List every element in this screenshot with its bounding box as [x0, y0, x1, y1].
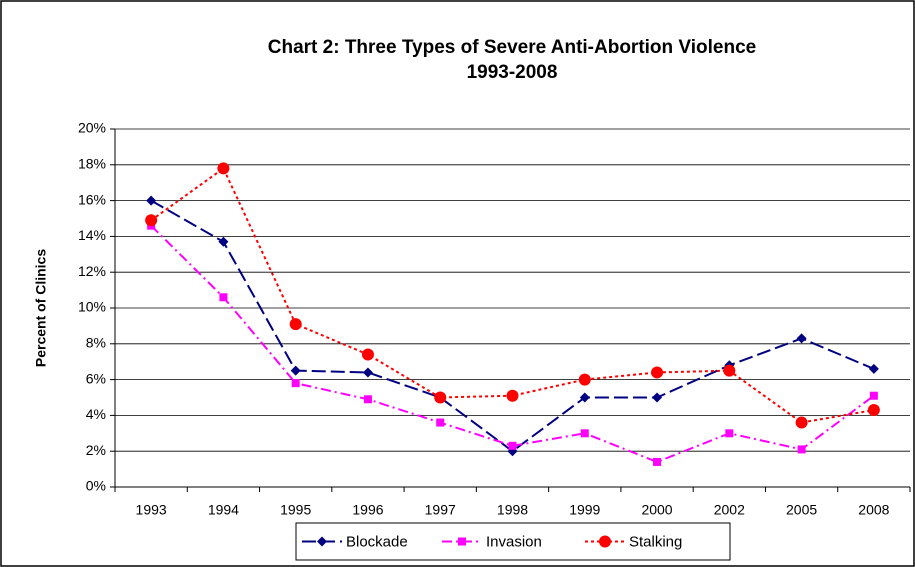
marker [363, 395, 372, 404]
marker [219, 293, 228, 302]
x-tick-label: 1998 [497, 502, 528, 518]
y-axis-label: Percent of Clinics [33, 249, 49, 367]
marker [796, 333, 807, 344]
marker [146, 195, 157, 206]
y-tick-label: 16% [78, 191, 106, 207]
chart-title: 1993-2008 [467, 62, 558, 83]
x-tick-label: 2008 [858, 502, 889, 518]
marker [458, 537, 466, 546]
marker [797, 445, 806, 454]
marker [579, 392, 590, 403]
y-tick-label: 12% [78, 263, 106, 279]
x-tick-label: 1996 [352, 502, 383, 518]
marker [508, 441, 517, 450]
marker [289, 318, 302, 331]
x-tick-label: 1993 [136, 502, 167, 518]
legend-label: Stalking [629, 533, 682, 550]
marker [217, 162, 230, 175]
y-tick-label: 4% [86, 406, 106, 422]
x-tick-label: 1995 [280, 502, 311, 518]
marker [218, 236, 229, 247]
legend-label: Blockade [346, 533, 408, 550]
legend-box [295, 522, 731, 561]
x-tick-label: 1999 [569, 502, 600, 518]
marker [869, 391, 878, 400]
marker [434, 391, 447, 404]
marker [362, 367, 373, 378]
marker [290, 365, 301, 376]
marker [599, 535, 611, 548]
marker [651, 366, 664, 379]
marker [580, 429, 589, 438]
marker [317, 536, 327, 547]
x-tick-label: 2000 [641, 502, 672, 518]
marker [725, 429, 734, 438]
marker [652, 392, 663, 403]
series-line [150, 166, 875, 424]
x-tick-label: 1997 [425, 502, 456, 518]
marker [145, 214, 158, 227]
y-tick-label: 6% [86, 370, 106, 386]
x-tick-label: 2005 [786, 502, 817, 518]
marker [867, 404, 880, 417]
marker [578, 373, 591, 386]
x-tick-label: 1994 [208, 502, 239, 518]
y-tick-label: 10% [78, 299, 106, 315]
marker [723, 364, 736, 377]
y-tick-label: 2% [86, 442, 106, 458]
y-tick-label: 20% [78, 120, 106, 136]
legend-label: Invasion [486, 533, 542, 550]
y-tick-label: 0% [86, 478, 106, 494]
y-tick-label: 8% [86, 335, 106, 351]
marker [291, 379, 300, 388]
y-tick-label: 18% [78, 156, 106, 172]
x-tick-label: 2002 [714, 502, 745, 518]
marker [361, 348, 374, 361]
marker [868, 363, 879, 374]
marker [506, 389, 519, 402]
marker [436, 418, 445, 427]
marker [795, 416, 808, 429]
y-tick-label: 14% [78, 227, 106, 243]
chart-title: Chart 2: Three Types of Severe Anti-Abor… [268, 37, 756, 58]
marker [653, 457, 662, 466]
